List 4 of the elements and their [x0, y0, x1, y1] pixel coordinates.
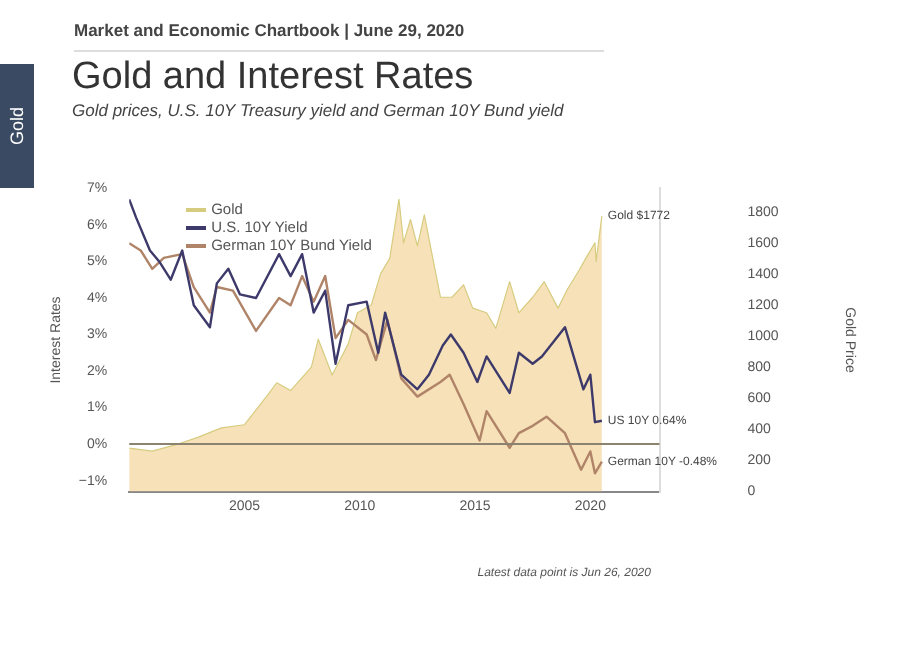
text: Market and Economic Chartbook | June 29, 2020	[74, 20, 465, 40]
chart-subtitle: Gold prices, U.S. 10Y Treasury yield and German 10Y Bund yield	[72, 100, 564, 120]
text: Gold	[7, 106, 28, 146]
chart-title: Gold and Interest Rates	[72, 56, 474, 100]
